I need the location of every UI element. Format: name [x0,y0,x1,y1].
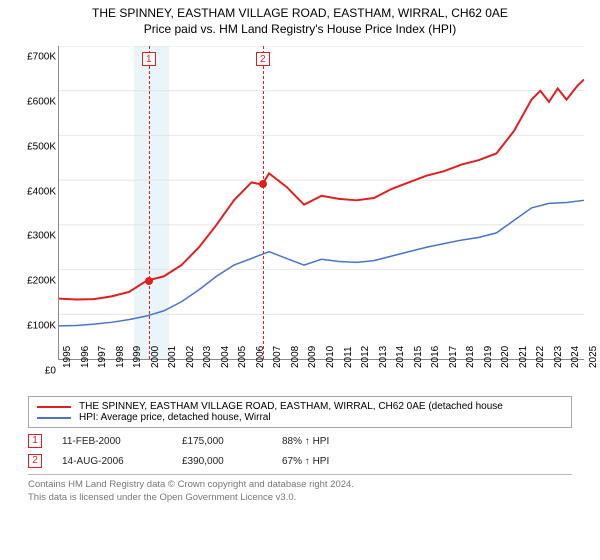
chart-marker-box: 2 [256,52,270,66]
event-price: £175,000 [182,436,282,447]
chart-marker-dot-icon [145,277,153,285]
footer-line2: This data is licensed under the Open Gov… [28,492,572,505]
event-date: 11-FEB-2000 [62,436,182,447]
chart-series-hpi [59,200,584,326]
page-title-line2: Price paid vs. HM Land Registry's House … [8,22,592,36]
footer-line1: Contains HM Land Registry data © Crown c… [28,479,572,492]
event-row: 1 11-FEB-2000 £175,000 88% ↑ HPI [28,434,572,448]
event-row: 2 14-AUG-2006 £390,000 67% ↑ HPI [28,454,572,468]
chart-marker-vline [263,46,264,359]
legend-swatch-icon [37,406,71,408]
chart-y-tick-label: £0 [10,366,56,377]
chart-svg [59,46,584,359]
chart-y-tick-label: £600K [10,96,56,107]
chart-plot: 12 [58,46,584,360]
chart-legend: THE SPINNEY, EASTHAM VILLAGE ROAD, EASTH… [28,396,572,428]
event-date: 14-AUG-2006 [62,456,182,467]
chart-series-property [59,79,584,299]
chart-marker-box: 1 [142,52,156,66]
event-pct: 88% ↑ HPI [282,436,382,447]
chart-y-tick-label: £500K [10,141,56,152]
page-title-line1: THE SPINNEY, EASTHAM VILLAGE ROAD, EASTH… [8,6,592,20]
chart-marker-vline [149,46,150,359]
event-marker-icon: 2 [28,454,42,468]
chart-y-tick-label: £400K [10,186,56,197]
event-pct: 67% ↑ HPI [282,456,382,467]
legend-row: HPI: Average price, detached house, Wirr… [37,412,563,423]
chart-y-tick-label: £200K [10,276,56,287]
chart-y-tick-label: £700K [10,52,56,63]
chart-footer: Contains HM Land Registry data © Crown c… [28,474,572,505]
legend-row: THE SPINNEY, EASTHAM VILLAGE ROAD, EASTH… [37,401,563,412]
legend-label: HPI: Average price, detached house, Wirr… [79,412,271,423]
event-marker-icon: 1 [28,434,42,448]
chart-marker-dot-icon [259,180,267,188]
legend-label: THE SPINNEY, EASTHAM VILLAGE ROAD, EASTH… [79,401,503,412]
legend-swatch-icon [37,417,71,419]
chart-area: 12 £0£100K£200K£300K£400K£500K£600K£700K… [10,42,590,392]
event-price: £390,000 [182,456,282,467]
chart-y-tick-label: £100K [10,321,56,332]
chart-y-tick-label: £300K [10,231,56,242]
